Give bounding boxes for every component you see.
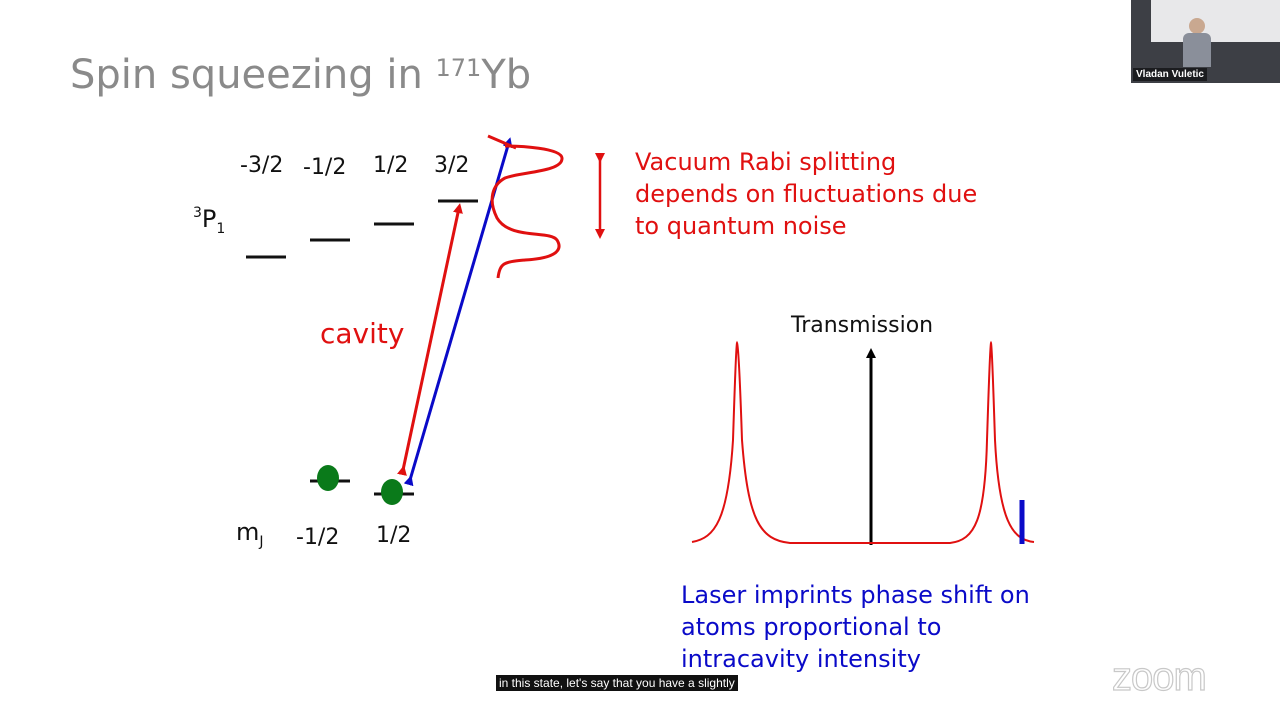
transmission-curve — [691, 340, 1035, 544]
upper-mj-label: 1/2 — [373, 153, 409, 178]
speaker-video-tile[interactable]: Vladan Vuletic — [1131, 0, 1280, 83]
split-lineshape — [490, 144, 564, 279]
atom-dot — [317, 465, 339, 491]
atom-dot — [381, 479, 403, 505]
annotation-line: atoms proportional to — [681, 613, 942, 641]
lower-level-label: mJ — [236, 518, 264, 550]
rabi-annotation: Vacuum Rabi splitting depends on fluctua… — [635, 146, 977, 242]
speaker-name: Vladan Vuletic — [1133, 68, 1207, 81]
live-caption: in this state, let's say that you have a… — [496, 675, 738, 691]
annotation-line: Laser imprints phase shift on — [681, 581, 1030, 609]
annotation-line: Vacuum Rabi splitting — [635, 148, 897, 176]
projector-screen — [1151, 0, 1280, 42]
upper-level-label: 3P1 — [193, 205, 226, 237]
transmission-label: Transmission — [791, 313, 934, 338]
lower-mj-label: 1/2 — [376, 523, 412, 548]
speaker-body — [1183, 33, 1211, 67]
annotation-line: depends on fluctuations due — [635, 180, 978, 208]
zoom-logo: zoom — [1111, 654, 1207, 699]
slide-title: Spin squeezing in 171Yb — [70, 52, 532, 98]
upper-mj-label: -3/2 — [240, 153, 284, 178]
cavity-label: cavity — [320, 317, 405, 350]
speaker-head — [1189, 18, 1205, 34]
laser-annotation: Laser imprints phase shift on atoms prop… — [681, 579, 1030, 675]
annotation-line: to quantum noise — [635, 212, 847, 240]
annotation-line: intracavity intensity — [681, 645, 921, 673]
upper-mj-label: -1/2 — [303, 155, 347, 180]
lower-mj-label: -1/2 — [296, 525, 340, 550]
